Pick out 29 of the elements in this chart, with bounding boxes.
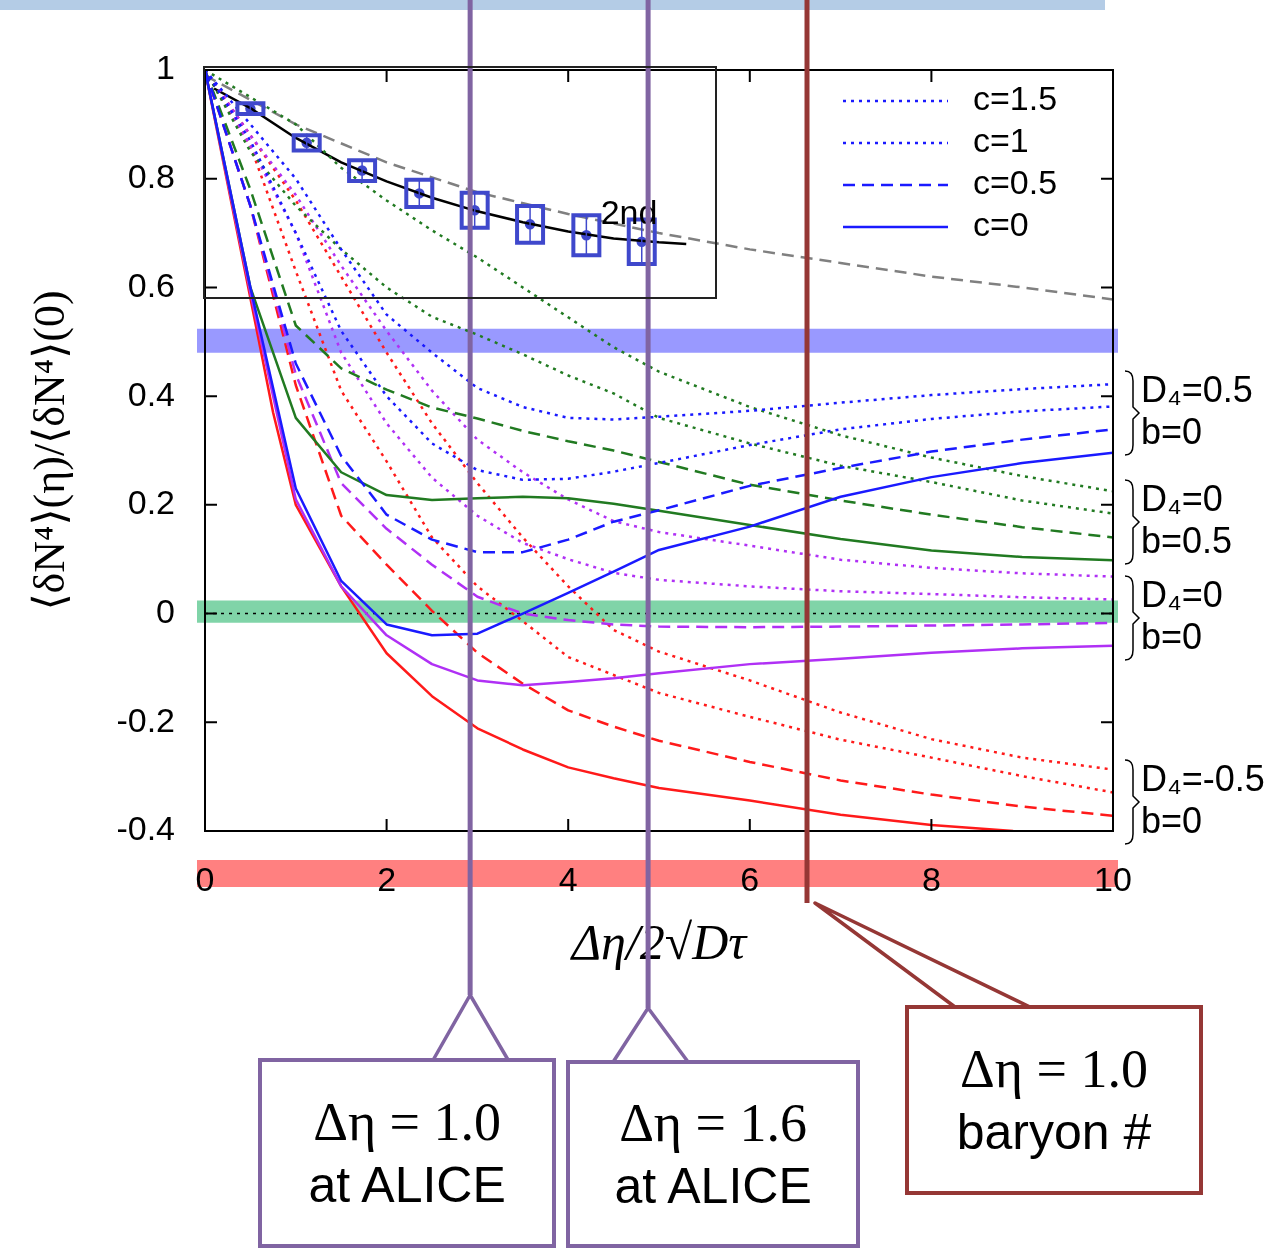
legend-label: c=0.5 [973,163,1058,202]
y-tick-label: 0 [156,591,175,630]
x-tick-label: 8 [921,859,941,898]
x-tick-label: 0 [195,859,215,898]
y-tick-label: 1 [156,48,175,87]
x-tick-label: 2 [377,859,397,898]
text: D₄=0.5 b=0 [1141,368,1253,452]
point [404,177,435,209]
text: D₄=-0.5 b=0 [1141,757,1265,841]
y-tick-label: -0.2 [116,700,175,739]
x-tick-label: 4 [558,859,578,898]
y-tick-label: 0.2 [127,483,175,522]
legend-label: c=1 [973,121,1029,160]
text: Δη = 1.0 baryon # [956,1038,1152,1162]
y-tick-label: 0.4 [127,374,175,413]
text: D₄=0 b=0 [1141,573,1223,657]
text: D₄=0 b=0.5 [1141,477,1233,561]
text: Δη = 1.0 at ALICE [308,1091,506,1215]
x-tick-label: 10 [1094,859,1132,898]
x-tick-label: 6 [740,859,760,898]
y-tick-label: 0.6 [127,265,175,304]
y-tick-label: 0.8 [127,157,175,196]
legend-label: c=1.5 [973,79,1058,118]
y-tick-label: -0.4 [116,809,175,848]
y-axis-title: ⟨δN⁴⟩(η)/⟨δN⁴⟩(0) [24,290,74,611]
point [515,203,546,245]
text: Δη = 1.6 at ALICE [614,1092,812,1216]
legend-label: c=0 [973,205,1029,244]
point [347,158,378,183]
